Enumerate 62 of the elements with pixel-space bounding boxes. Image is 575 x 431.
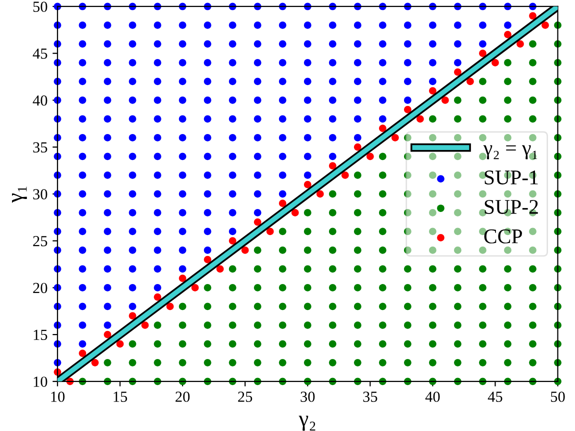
y-tick-label: 35 — [33, 142, 48, 153]
point — [291, 209, 299, 216]
legend-label: CCP — [484, 229, 522, 244]
x-tick-label: 50 — [551, 392, 565, 402]
point — [516, 40, 524, 48]
point — [341, 172, 349, 179]
point — [116, 340, 124, 348]
legend-label: SUP-2 — [484, 200, 538, 214]
point — [141, 322, 149, 329]
x-tick-label: 25 — [238, 392, 252, 402]
x-tick-label: 15 — [114, 392, 128, 402]
point — [241, 246, 249, 254]
point — [354, 143, 362, 151]
x-tick-label: 20 — [176, 392, 190, 402]
y-tick-label: 40 — [32, 95, 48, 106]
point — [429, 87, 436, 95]
y-tick-label: 30 — [33, 189, 48, 200]
point — [328, 162, 336, 170]
point — [178, 274, 186, 282]
point — [479, 50, 486, 58]
x-tick-label: 30 — [300, 392, 315, 402]
point — [466, 78, 474, 86]
y-axis-title: γ₁ — [12, 186, 27, 203]
point — [454, 68, 462, 76]
point — [504, 30, 512, 38]
point — [191, 284, 199, 292]
y-tick-label: 20 — [33, 282, 48, 294]
point — [378, 124, 386, 132]
point — [304, 180, 312, 188]
y-tick-label: 50 — [33, 2, 48, 12]
point — [154, 293, 162, 301]
point — [78, 350, 86, 357]
point — [128, 312, 136, 320]
point — [542, 22, 549, 29]
point — [104, 330, 112, 338]
x-tick-label: 10 — [51, 392, 65, 402]
y-tick-label: 45 — [32, 48, 48, 59]
point — [254, 218, 262, 226]
point — [166, 302, 174, 310]
point — [492, 59, 499, 66]
x-tick-label: 45 — [488, 392, 502, 402]
point — [416, 115, 424, 123]
point — [366, 152, 374, 160]
x-tick-label: 35 — [363, 392, 378, 402]
legend-label: SUP-1 — [484, 170, 538, 185]
point — [216, 265, 224, 273]
point — [204, 256, 212, 264]
point — [404, 106, 412, 114]
point — [391, 134, 399, 142]
x-tick-label: 40 — [425, 392, 440, 402]
y-tick-label: 15 — [34, 330, 48, 340]
y-tick-label: 10 — [34, 376, 48, 387]
point — [228, 237, 236, 244]
y-tick-label: 25 — [33, 236, 48, 246]
x-axis-title: γ₂ — [298, 416, 316, 431]
legend-label: γ₂ = γ₁ — [483, 145, 538, 160]
point — [266, 228, 274, 236]
point — [529, 12, 536, 20]
point — [442, 96, 449, 104]
point — [278, 200, 286, 207]
point — [91, 359, 99, 366]
point — [316, 190, 324, 198]
